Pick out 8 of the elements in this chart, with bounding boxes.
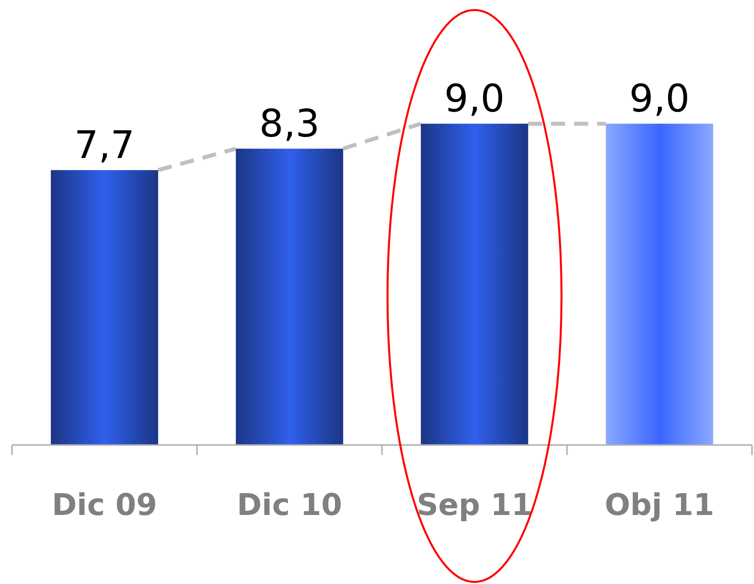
x-tick-label: Obj 11 [604,488,714,523]
x-tick-label: Dic 09 [52,488,158,523]
data-label: 9,0 [629,76,690,121]
data-label: 8,3 [259,102,320,146]
data-label: 9,0 [444,76,505,121]
x-tick-label: Dic 10 [236,488,342,523]
x-tick-label: Sep 11 [416,488,532,523]
data-label: 7,7 [74,123,135,168]
